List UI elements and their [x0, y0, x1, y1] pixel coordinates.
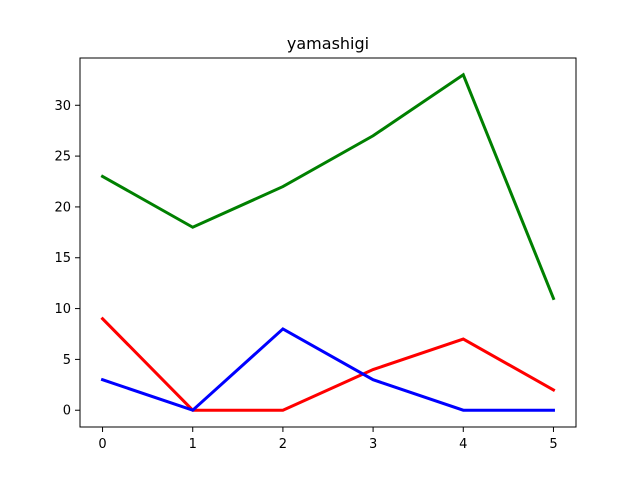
x-tick-label: 3 [369, 437, 377, 452]
series-layer [100, 72, 556, 412]
x-tick-label: 0 [98, 437, 106, 452]
y-tick-label: 30 [54, 99, 71, 114]
plot-frame [79, 57, 577, 428]
x-tick-label: 4 [459, 437, 467, 452]
series-line-3 [100, 327, 555, 412]
chart-title: yamashigi [287, 34, 369, 53]
x-axis: 0 1 2 3 4 5 [98, 427, 558, 452]
y-tick-label: 10 [54, 302, 71, 317]
series-line-2 [100, 316, 556, 412]
y-tick-label: 5 [63, 353, 71, 368]
x-tick-label: 5 [549, 437, 557, 452]
y-tick-label: 20 [54, 200, 71, 215]
y-tick-label: 25 [54, 150, 71, 165]
y-tick-label: 0 [63, 404, 71, 419]
series-line-1 [100, 72, 556, 301]
x-tick-label: 2 [279, 437, 287, 452]
y-tick-label: 15 [54, 251, 71, 266]
y-axis: 0 5 10 15 20 25 30 [54, 99, 80, 419]
x-tick-label: 1 [189, 437, 197, 452]
